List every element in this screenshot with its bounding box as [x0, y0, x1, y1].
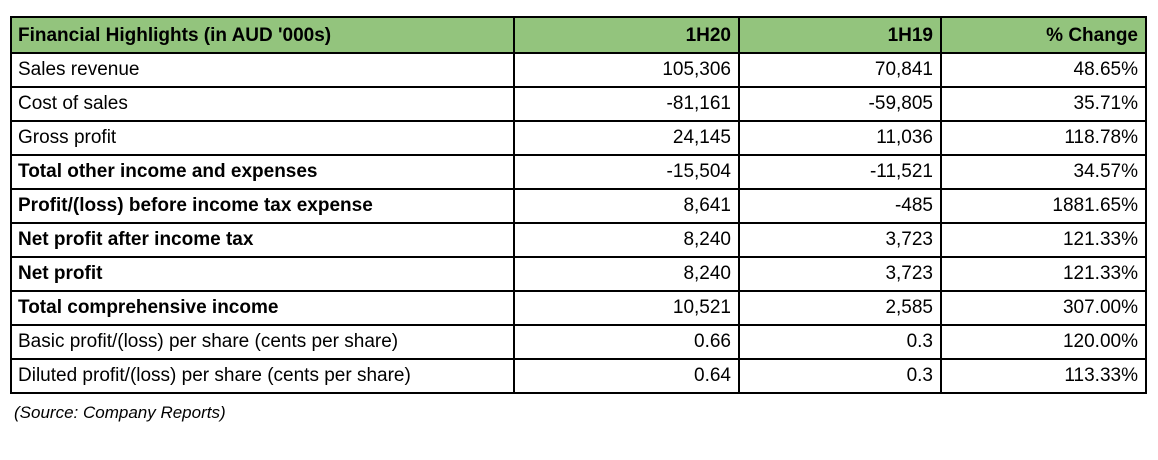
row-label: Diluted profit/(loss) per share (cents p…: [10, 358, 515, 394]
value-1h19: 0.3: [738, 324, 942, 360]
value-1h20: 8,240: [513, 256, 740, 292]
value-pct-change: 118.78%: [940, 120, 1147, 156]
value-1h19: 2,585: [738, 290, 942, 326]
value-pct-change: 121.33%: [940, 222, 1147, 258]
column-header-1h20: 1H20: [513, 16, 740, 54]
table-row: Profit/(loss) before income tax expense …: [10, 188, 1147, 224]
value-1h20: 105,306: [513, 52, 740, 88]
row-label: Total other income and expenses: [10, 154, 515, 190]
row-label: Gross profit: [10, 120, 515, 156]
financial-highlights-table: Financial Highlights (in AUD '000s) 1H20…: [10, 16, 1147, 394]
table-title: Financial Highlights (in AUD '000s): [10, 16, 515, 54]
value-1h19: 70,841: [738, 52, 942, 88]
row-label: Net profit: [10, 256, 515, 292]
table-row: Diluted profit/(loss) per share (cents p…: [10, 358, 1147, 394]
table-row: Sales revenue 105,306 70,841 48.65%: [10, 52, 1147, 88]
value-1h20: 0.66: [513, 324, 740, 360]
column-header-1h19: 1H19: [738, 16, 942, 54]
row-label: Cost of sales: [10, 86, 515, 122]
value-1h20: -81,161: [513, 86, 740, 122]
value-1h20: -15,504: [513, 154, 740, 190]
value-1h20: 10,521: [513, 290, 740, 326]
value-pct-change: 1881.65%: [940, 188, 1147, 224]
value-1h19: -485: [738, 188, 942, 224]
value-pct-change: 48.65%: [940, 52, 1147, 88]
value-pct-change: 120.00%: [940, 324, 1147, 360]
value-1h19: 3,723: [738, 256, 942, 292]
value-pct-change: 307.00%: [940, 290, 1147, 326]
value-pct-change: 121.33%: [940, 256, 1147, 292]
source-note: (Source: Company Reports): [14, 403, 226, 422]
value-1h19: 0.3: [738, 358, 942, 394]
table-row: Net profit after income tax 8,240 3,723 …: [10, 222, 1147, 258]
table-row: Cost of sales -81,161 -59,805 35.71%: [10, 86, 1147, 122]
value-pct-change: 35.71%: [940, 86, 1147, 122]
value-1h20: 0.64: [513, 358, 740, 394]
row-label: Total comprehensive income: [10, 290, 515, 326]
row-label: Basic profit/(loss) per share (cents per…: [10, 324, 515, 360]
table-row: Total other income and expenses -15,504 …: [10, 154, 1147, 190]
value-1h20: 8,641: [513, 188, 740, 224]
value-pct-change: 34.57%: [940, 154, 1147, 190]
value-1h19: 3,723: [738, 222, 942, 258]
table-row: Net profit 8,240 3,723 121.33%: [10, 256, 1147, 292]
value-1h19: -59,805: [738, 86, 942, 122]
table-row: Total comprehensive income 10,521 2,585 …: [10, 290, 1147, 326]
value-1h20: 24,145: [513, 120, 740, 156]
value-1h19: 11,036: [738, 120, 942, 156]
value-1h19: -11,521: [738, 154, 942, 190]
row-label: Sales revenue: [10, 52, 515, 88]
table-header-row: Financial Highlights (in AUD '000s) 1H20…: [10, 16, 1147, 54]
column-header-pct-change: % Change: [940, 16, 1147, 54]
row-label: Net profit after income tax: [10, 222, 515, 258]
table-row: Basic profit/(loss) per share (cents per…: [10, 324, 1147, 360]
row-label: Profit/(loss) before income tax expense: [10, 188, 515, 224]
value-pct-change: 113.33%: [940, 358, 1147, 394]
value-1h20: 8,240: [513, 222, 740, 258]
table-row: Gross profit 24,145 11,036 118.78%: [10, 120, 1147, 156]
